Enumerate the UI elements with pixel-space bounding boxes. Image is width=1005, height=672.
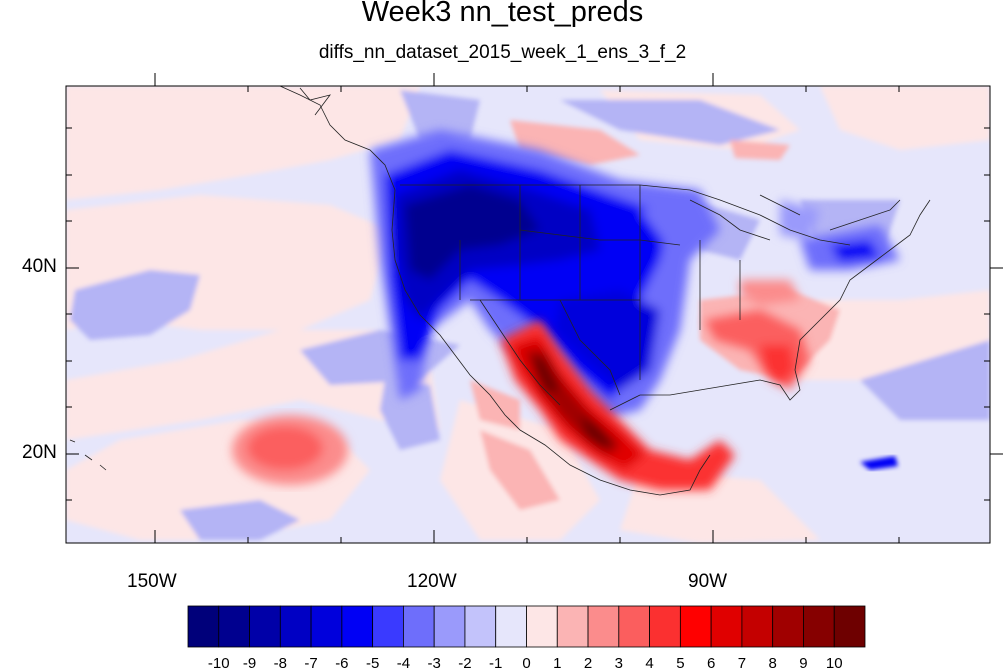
colorbar-tick-label: 4 xyxy=(645,655,654,672)
colorbar-tick-label: -1 xyxy=(489,655,503,672)
lat-label-40n: 40N xyxy=(22,256,57,277)
colorbar-swatch xyxy=(803,605,835,648)
colorbar-swatch xyxy=(679,605,712,648)
colorbar-swatch xyxy=(526,605,558,648)
colorbar-swatch xyxy=(341,605,374,648)
colorbar-swatch xyxy=(187,605,220,648)
colorbar-tick-label: 2 xyxy=(583,655,593,672)
colorbar-swatch xyxy=(372,605,404,648)
map-subtitle: diffs_nn_dataset_2015_week_1_ens_3_f_2 xyxy=(318,42,687,63)
colorbar-swatch xyxy=(587,605,620,648)
colorbar-tick-label: 8 xyxy=(768,655,777,672)
axis-ticks xyxy=(66,73,1003,543)
colorbar-tick-label: 10 xyxy=(825,655,843,672)
colorbar-swatch xyxy=(433,605,466,648)
lon-label-150w: 150W xyxy=(127,571,177,592)
colorbar-swatch xyxy=(618,605,650,648)
colorbar-tick-label: 9 xyxy=(799,655,808,672)
colorbar-tick-label: -2 xyxy=(458,655,472,672)
colorbar-tick-label: -3 xyxy=(427,655,441,672)
lon-label-120w: 120W xyxy=(407,571,457,592)
colorbar-tick-label: -10 xyxy=(207,655,230,672)
colorbar-tick-label: 7 xyxy=(737,655,747,672)
colorbar-swatch xyxy=(772,605,804,648)
colorbar-tick-label: 0 xyxy=(522,655,531,672)
colorbar-tick-label: 6 xyxy=(706,655,716,672)
colorbar-swatch xyxy=(710,605,743,648)
colorbar-tick-label: -7 xyxy=(304,655,318,672)
colorbar-tick-label: 1 xyxy=(553,655,562,672)
colorbar-tick-label: -5 xyxy=(365,655,380,672)
colorbar-tick-label: -8 xyxy=(273,655,287,672)
coastlines xyxy=(69,86,931,496)
colorbar-swatch xyxy=(310,605,343,648)
map-title: Week3 nn_test_preds xyxy=(361,0,644,28)
colorbar-swatch xyxy=(649,605,681,648)
colorbar-swatch xyxy=(495,605,527,648)
colorbar-swatch xyxy=(464,605,497,648)
lon-label-90w: 90W xyxy=(688,571,728,592)
colorbar-tick-label: -6 xyxy=(335,655,349,672)
colorbar-swatch xyxy=(249,605,281,648)
colorbar-tick-label: 3 xyxy=(614,655,623,672)
colorbar-swatch xyxy=(279,605,312,648)
colorbar-tick-label: -4 xyxy=(396,655,411,672)
anomaly-field xyxy=(66,86,990,543)
colorbar-swatch xyxy=(556,605,589,648)
colorbar xyxy=(187,605,866,648)
colorbar-swatch xyxy=(741,605,774,648)
lat-label-20n: 20N xyxy=(22,442,57,463)
colorbar-swatch xyxy=(833,605,866,648)
colorbar-swatch xyxy=(218,605,250,648)
colorbar-swatch xyxy=(403,605,435,648)
colorbar-tick-label: 5 xyxy=(676,655,685,672)
colorbar-tick-label: -9 xyxy=(242,655,257,672)
